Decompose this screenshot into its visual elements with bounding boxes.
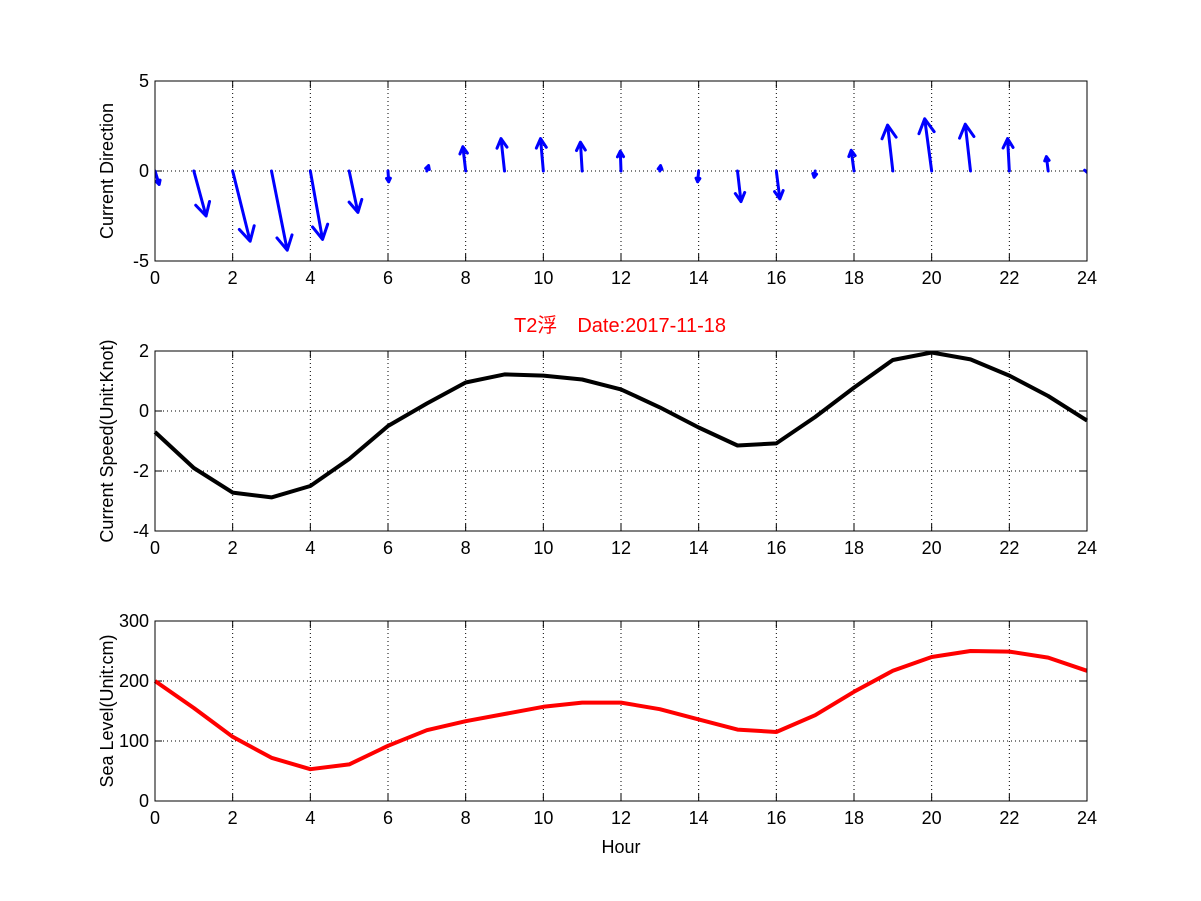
axes-frame	[154, 620, 1088, 802]
figure-title: T2浮 Date:2017-11-18	[514, 314, 726, 337]
current-arrow	[347, 169, 364, 214]
x-tick-label: 18	[844, 808, 864, 828]
series-line	[153, 350, 1089, 500]
x-tick-label: 18	[844, 538, 864, 558]
x-tick-label: 14	[689, 808, 709, 828]
x-tick-label: 20	[922, 808, 942, 828]
x-tick-label: 10	[533, 268, 553, 288]
current-arrow	[270, 169, 294, 252]
current-arrow	[1043, 155, 1051, 173]
series-line	[153, 649, 1088, 772]
x-tick-label: 6	[383, 808, 393, 828]
y-tick-label: 200	[119, 671, 149, 691]
x-tick-label: 0	[150, 808, 160, 828]
y-axis-label: Current Speed(Unit:Knot)	[97, 339, 117, 542]
x-tick-label: 14	[689, 538, 709, 558]
x-tick-label: 20	[922, 538, 942, 558]
current-arrow	[958, 122, 976, 173]
current-arrow	[615, 149, 626, 173]
y-tick-label: 300	[119, 611, 149, 631]
x-tick-label: 6	[383, 268, 393, 288]
x-tick-label: 24	[1077, 808, 1097, 828]
y-tick-label: 0	[139, 401, 149, 421]
current-arrow	[155, 169, 162, 186]
current-arrow	[385, 169, 392, 184]
current-arrow	[880, 123, 898, 173]
x-axis-label: Hour	[601, 837, 640, 857]
x-tick-label: 0	[150, 538, 160, 558]
current-arrow	[733, 169, 747, 204]
y-axis-label: Sea Level(Unit:cm)	[97, 634, 117, 787]
current-arrow	[574, 140, 587, 173]
current-arrow	[495, 137, 509, 173]
x-tick-label: 16	[766, 538, 786, 558]
x-tick-label: 22	[999, 808, 1019, 828]
x-tick-label: 16	[766, 808, 786, 828]
y-tick-label: 100	[119, 731, 149, 751]
current-arrow	[534, 137, 548, 173]
x-tick-label: 4	[305, 808, 315, 828]
current-arrow	[308, 169, 330, 241]
quiver-arrows	[155, 117, 1087, 252]
current-arrow	[811, 169, 819, 179]
x-tick-label: 2	[228, 268, 238, 288]
x-tick-label: 12	[611, 808, 631, 828]
x-tick-label: 14	[689, 268, 709, 288]
current-arrow	[773, 169, 785, 201]
x-tick-label: 16	[766, 268, 786, 288]
current-arrow	[917, 117, 936, 173]
x-tick-label: 8	[461, 808, 471, 828]
axes-frame	[154, 350, 1088, 532]
y-tick-label: 2	[139, 341, 149, 361]
x-tick-label: 22	[999, 538, 1019, 558]
y-tick-label: 0	[139, 791, 149, 811]
x-tick-label: 2	[228, 538, 238, 558]
y-axis-label: Current Direction	[97, 103, 117, 239]
x-tick-label: 2	[228, 808, 238, 828]
x-tick-label: 10	[533, 538, 553, 558]
current-arrow	[694, 169, 702, 184]
x-tick-label: 18	[844, 268, 864, 288]
x-tick-label: 12	[611, 538, 631, 558]
y-tick-label: 5	[139, 71, 149, 91]
x-tick-label: 6	[383, 538, 393, 558]
current-arrow	[192, 169, 212, 218]
current-arrow	[656, 164, 664, 173]
x-tick-label: 10	[533, 808, 553, 828]
y-tick-label: -2	[133, 461, 149, 481]
x-tick-label: 0	[150, 268, 160, 288]
current-arrow	[424, 164, 431, 173]
current-arrow	[231, 169, 256, 243]
y-tick-label: 0	[139, 161, 149, 181]
x-tick-label: 12	[611, 268, 631, 288]
x-tick-label: 24	[1077, 268, 1097, 288]
x-tick-label: 4	[305, 538, 315, 558]
axes-frame	[154, 80, 1088, 262]
y-tick-label: -5	[133, 251, 149, 271]
current-arrow	[1083, 167, 1087, 175]
x-tick-label: 22	[999, 268, 1019, 288]
plot-area	[155, 351, 1087, 531]
current-arrow	[1001, 137, 1015, 173]
x-tick-label: 20	[922, 268, 942, 288]
current-arrow	[847, 148, 857, 173]
x-tick-label: 4	[305, 268, 315, 288]
x-tick-label: 24	[1077, 538, 1097, 558]
current-arrow	[458, 145, 469, 173]
x-tick-label: 8	[461, 538, 471, 558]
x-tick-label: 8	[461, 268, 471, 288]
y-tick-label: -4	[133, 521, 149, 541]
